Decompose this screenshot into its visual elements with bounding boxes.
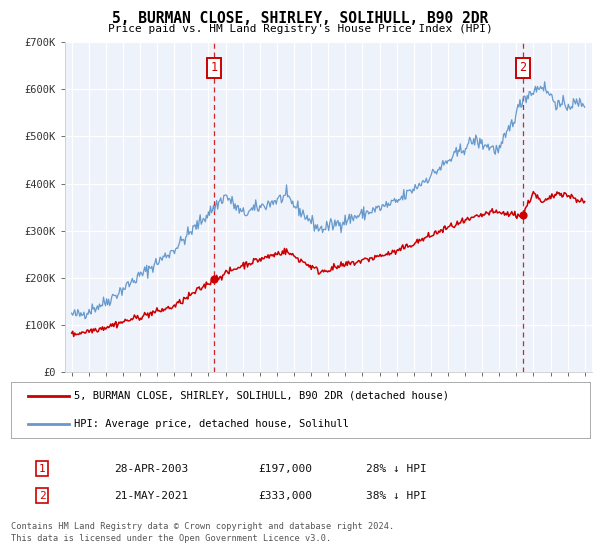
Text: HPI: Average price, detached house, Solihull: HPI: Average price, detached house, Soli… [74, 419, 349, 429]
Text: 5, BURMAN CLOSE, SHIRLEY, SOLIHULL, B90 2DR: 5, BURMAN CLOSE, SHIRLEY, SOLIHULL, B90 … [112, 11, 488, 26]
Text: Contains HM Land Registry data © Crown copyright and database right 2024.: Contains HM Land Registry data © Crown c… [11, 522, 394, 531]
Text: 28% ↓ HPI: 28% ↓ HPI [366, 464, 427, 474]
Text: 28-APR-2003: 28-APR-2003 [114, 464, 188, 474]
Text: 1: 1 [38, 464, 46, 474]
Point [518, 211, 527, 220]
Text: 38% ↓ HPI: 38% ↓ HPI [366, 491, 427, 501]
Text: Price paid vs. HM Land Registry's House Price Index (HPI): Price paid vs. HM Land Registry's House … [107, 24, 493, 34]
Text: This data is licensed under the Open Government Licence v3.0.: This data is licensed under the Open Gov… [11, 534, 331, 543]
Text: 1: 1 [211, 62, 218, 74]
Text: 21-MAY-2021: 21-MAY-2021 [114, 491, 188, 501]
Text: 2: 2 [38, 491, 46, 501]
Text: 2: 2 [519, 62, 526, 74]
Text: £197,000: £197,000 [258, 464, 312, 474]
Point [209, 275, 219, 284]
Text: £333,000: £333,000 [258, 491, 312, 501]
Text: 5, BURMAN CLOSE, SHIRLEY, SOLIHULL, B90 2DR (detached house): 5, BURMAN CLOSE, SHIRLEY, SOLIHULL, B90 … [74, 391, 449, 401]
